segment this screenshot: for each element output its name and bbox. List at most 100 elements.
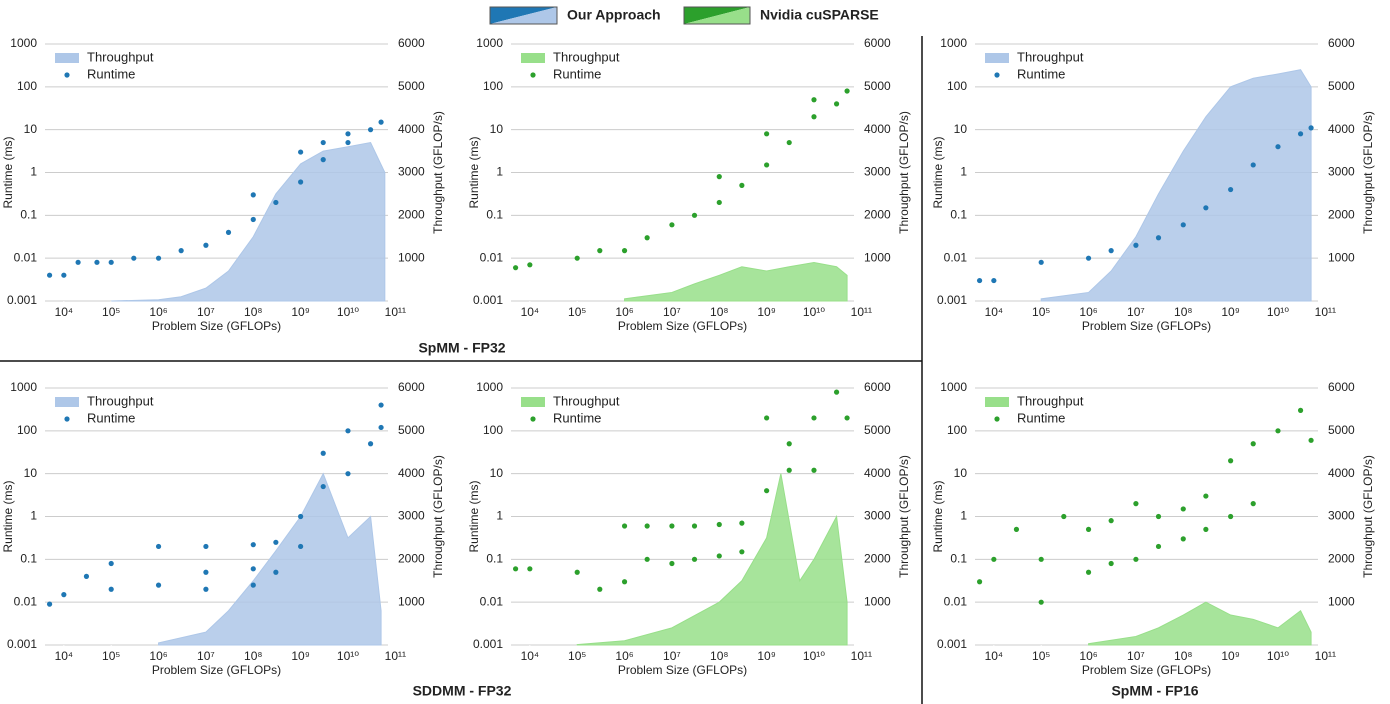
y2-axis-label: Throughput (GFLOP/s) bbox=[1361, 111, 1375, 234]
runtime-point bbox=[1180, 222, 1186, 228]
runtime-point bbox=[320, 450, 326, 456]
legend-swatch bbox=[530, 72, 536, 78]
y2-tick-label: 2000 bbox=[1328, 208, 1355, 222]
runtime-point bbox=[1308, 437, 1314, 443]
runtime-point bbox=[669, 560, 675, 567]
runtime-point bbox=[298, 149, 304, 155]
y-tick-label: 1 bbox=[30, 165, 37, 179]
runtime-point bbox=[764, 415, 770, 421]
runtime-point bbox=[1108, 560, 1114, 567]
x-tick-label: 10⁷ bbox=[1127, 649, 1145, 663]
runtime-point bbox=[1108, 518, 1114, 524]
y2-tick-label: 2000 bbox=[864, 208, 891, 222]
runtime-point bbox=[1061, 513, 1067, 520]
runtime-point bbox=[298, 543, 304, 550]
y-tick-label: 1 bbox=[960, 509, 967, 523]
y2-tick-label: 4000 bbox=[864, 122, 891, 136]
runtime-point bbox=[786, 467, 792, 473]
runtime-point bbox=[644, 523, 650, 529]
y2-tick-label: 3000 bbox=[1328, 509, 1355, 523]
runtime-point bbox=[46, 272, 53, 278]
runtime-point bbox=[94, 259, 100, 265]
runtime-point bbox=[669, 523, 675, 529]
y-tick-label: 0.1 bbox=[950, 552, 967, 566]
legend-label: Runtime bbox=[87, 410, 135, 425]
x-tick-label: 10¹¹ bbox=[1315, 649, 1336, 663]
legend-patch bbox=[490, 7, 557, 24]
x-tick-label: 10¹¹ bbox=[1315, 305, 1336, 319]
legend-swatch bbox=[530, 416, 536, 422]
runtime-point bbox=[1085, 526, 1092, 532]
x-tick-label: 10⁵ bbox=[1032, 305, 1050, 319]
runtime-point bbox=[378, 402, 384, 408]
y-tick-label: 100 bbox=[947, 423, 967, 437]
x-axis-label: Problem Size (GFLOPs) bbox=[618, 319, 747, 333]
y-tick-label: 0.1 bbox=[486, 208, 503, 222]
runtime-point bbox=[1133, 501, 1139, 507]
y2-axis-label: Throughput (GFLOP/s) bbox=[431, 111, 445, 234]
runtime-point bbox=[61, 592, 67, 598]
runtime-point bbox=[320, 483, 326, 490]
y-tick-label: 0.001 bbox=[7, 637, 37, 651]
runtime-point bbox=[716, 199, 722, 206]
x-tick-label: 10⁸ bbox=[1174, 305, 1192, 319]
x-tick-label: 10⁸ bbox=[710, 649, 728, 663]
legend-label: Runtime bbox=[553, 66, 601, 81]
x-tick-label: 10⁶ bbox=[615, 305, 633, 319]
x-axis-label: Problem Size (GFLOPs) bbox=[152, 663, 281, 677]
y-tick-label: 0.01 bbox=[480, 250, 504, 264]
y-tick-label: 0.1 bbox=[20, 552, 37, 566]
legend-swatch bbox=[55, 397, 79, 407]
runtime-point bbox=[203, 543, 209, 550]
runtime-point bbox=[976, 579, 983, 585]
legend-swatch bbox=[64, 72, 70, 78]
runtime-point bbox=[345, 139, 351, 146]
y2-tick-label: 3000 bbox=[398, 509, 425, 523]
y-tick-label: 1000 bbox=[940, 380, 967, 394]
runtime-point bbox=[716, 521, 722, 528]
runtime-point bbox=[273, 199, 279, 206]
legend-label: Throughput bbox=[1017, 49, 1084, 64]
x-tick-label: 10¹⁰ bbox=[337, 649, 359, 663]
runtime-point bbox=[669, 222, 675, 228]
y-tick-label: 1000 bbox=[476, 36, 503, 50]
x-axis-label: Problem Size (GFLOPs) bbox=[1082, 663, 1211, 677]
y-tick-label: 0.01 bbox=[14, 594, 38, 608]
runtime-point bbox=[1228, 513, 1234, 520]
legend-label: Throughput bbox=[553, 393, 620, 408]
y-tick-label: 0.001 bbox=[937, 293, 967, 307]
runtime-point bbox=[1180, 506, 1186, 512]
runtime-point bbox=[597, 248, 603, 254]
runtime-point bbox=[250, 542, 256, 548]
runtime-point bbox=[597, 586, 603, 592]
y-tick-label: 0.01 bbox=[14, 250, 38, 264]
runtime-point bbox=[991, 556, 997, 562]
legend-label: Nvidia cuSPARSE bbox=[760, 7, 879, 23]
legend-label: Our Approach bbox=[567, 7, 661, 23]
y-tick-label: 1 bbox=[960, 165, 967, 179]
x-axis-label: Problem Size (GFLOPs) bbox=[152, 319, 281, 333]
section-label: SpMM - FP16 bbox=[1111, 683, 1198, 699]
x-tick-label: 10⁸ bbox=[244, 305, 262, 319]
legend-label: Throughput bbox=[87, 49, 154, 64]
legend-patch bbox=[684, 7, 750, 24]
x-tick-label: 10⁵ bbox=[102, 649, 120, 663]
y2-tick-label: 6000 bbox=[864, 380, 891, 394]
runtime-point bbox=[811, 114, 817, 120]
legend-label: Throughput bbox=[553, 49, 620, 64]
runtime-point bbox=[320, 139, 326, 146]
runtime-point bbox=[1275, 144, 1281, 150]
x-tick-label: 10⁴ bbox=[985, 305, 1004, 319]
x-tick-label: 10⁵ bbox=[102, 305, 120, 319]
y-tick-label: 0.1 bbox=[950, 208, 967, 222]
legend-swatch bbox=[994, 72, 1000, 78]
y-axis-label: Runtime (ms) bbox=[1, 480, 15, 552]
y2-tick-label: 1000 bbox=[398, 594, 425, 608]
y2-tick-label: 4000 bbox=[864, 466, 891, 480]
x-tick-label: 10¹⁰ bbox=[1267, 305, 1289, 319]
y-axis-label: Runtime (ms) bbox=[467, 480, 481, 552]
y-tick-label: 0.1 bbox=[486, 552, 503, 566]
x-tick-label: 10⁴ bbox=[55, 305, 74, 319]
y-tick-label: 100 bbox=[483, 423, 503, 437]
runtime-point bbox=[1297, 131, 1304, 137]
